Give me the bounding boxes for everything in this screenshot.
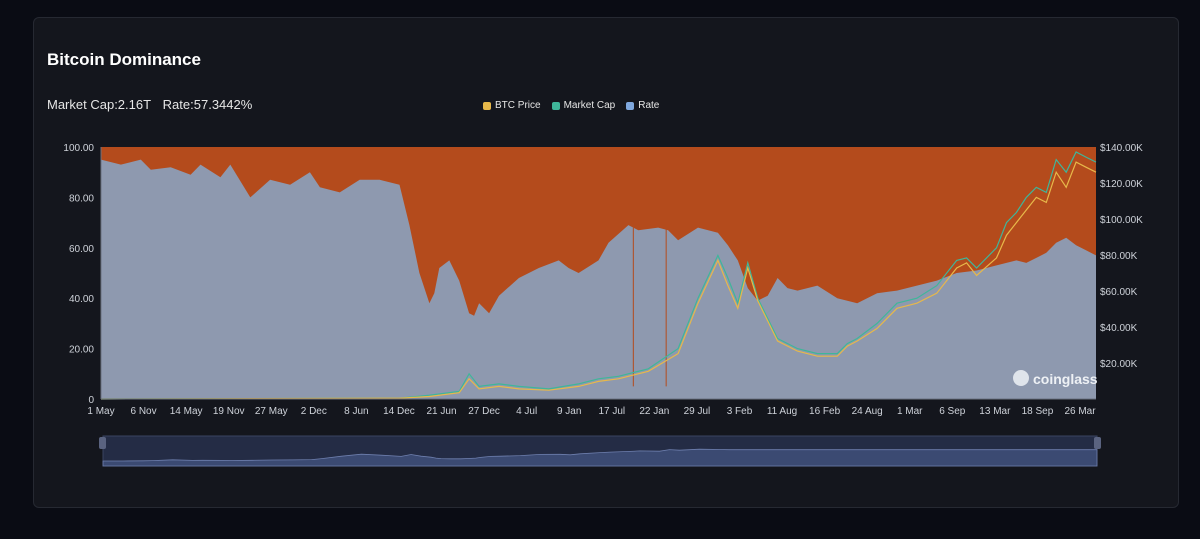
x-tick-label: 6 Sep bbox=[939, 406, 966, 417]
y-right-tick-label: $100.00K bbox=[1100, 215, 1143, 226]
page-title: Bitcoin Dominance bbox=[47, 50, 201, 69]
x-tick-label: 11 Aug bbox=[767, 406, 797, 417]
x-tick-label: 1 May bbox=[87, 406, 114, 417]
y-left-tick-label: 60.00 bbox=[69, 244, 94, 255]
legend-item-market-cap[interactable]: Market Cap bbox=[551, 100, 616, 111]
rate-stat: Rate:57.3442% bbox=[162, 97, 253, 112]
btc-price-line bbox=[100, 161, 1097, 400]
y-right-tick-label: $120.00K bbox=[1100, 179, 1143, 190]
coinglass-logo-icon bbox=[1013, 370, 1029, 386]
btc-price-swatch bbox=[483, 101, 491, 110]
rate-area bbox=[101, 159, 1096, 399]
legend-item-rate[interactable]: Rate bbox=[626, 100, 659, 111]
y-right-tick-label: $80.00K bbox=[1100, 251, 1138, 262]
x-tick-label: 9 Jan bbox=[557, 406, 581, 417]
y-right-tick-label: $140.00K bbox=[1100, 143, 1143, 154]
legend-item-btc-price[interactable]: BTC Price bbox=[483, 100, 541, 111]
x-tick-label: 1 Mar bbox=[897, 406, 923, 417]
chart-legend: BTC Price Market Cap Rate bbox=[483, 100, 659, 111]
x-tick-label: 26 Mar bbox=[1064, 406, 1096, 417]
y-right-tick-label: $20.00K bbox=[1100, 359, 1138, 370]
x-tick-label: 16 Feb bbox=[809, 406, 841, 417]
x-tick-label: 3 Feb bbox=[727, 406, 753, 417]
summary-stats: Market Cap:2.16T Rate:57.3442% bbox=[47, 97, 260, 112]
x-tick-label: 6 Nov bbox=[131, 406, 157, 417]
x-tick-label: 4 Jul bbox=[516, 406, 537, 417]
y-right-tick-label: $60.00K bbox=[1100, 287, 1138, 298]
x-tick-label: 27 May bbox=[255, 406, 288, 417]
x-tick-label: 21 Jun bbox=[427, 406, 457, 417]
y-left-tick-label: 0 bbox=[88, 395, 94, 406]
x-tick-label: 17 Jul bbox=[598, 406, 625, 417]
x-tick-label: 14 Dec bbox=[383, 406, 415, 417]
y-left-tick-label: 100.00 bbox=[63, 143, 94, 154]
x-tick-label: 8 Jun bbox=[344, 406, 368, 417]
y-left-tick-label: 80.00 bbox=[69, 193, 94, 204]
x-tick-label: 22 Jan bbox=[639, 406, 669, 417]
navigator-right-handle[interactable] bbox=[1094, 437, 1101, 449]
navigator-left-handle[interactable] bbox=[99, 437, 106, 449]
market-cap-line bbox=[100, 151, 1097, 400]
legend-label-btc-price: BTC Price bbox=[495, 100, 541, 111]
x-tick-label: 24 Aug bbox=[852, 406, 883, 417]
x-tick-label: 19 Nov bbox=[213, 406, 245, 417]
y-left-tick-label: 40.00 bbox=[69, 294, 94, 305]
rate-swatch bbox=[626, 101, 635, 110]
navigator-area bbox=[102, 448, 1098, 467]
legend-label-rate: Rate bbox=[638, 100, 660, 111]
x-tick-label: 18 Sep bbox=[1022, 406, 1054, 417]
x-tick-label: 29 Jul bbox=[684, 406, 711, 417]
range-navigator bbox=[99, 435, 1101, 467]
x-tick-label: 2 Dec bbox=[301, 406, 327, 417]
market-cap-swatch bbox=[551, 101, 560, 110]
x-tick-label: 13 Mar bbox=[979, 406, 1011, 417]
y-left-tick-label: 20.00 bbox=[69, 345, 94, 356]
y-right-tick-label: $40.00K bbox=[1100, 323, 1138, 334]
market-cap-stat: Market Cap:2.16T bbox=[47, 97, 152, 112]
legend-label-market-cap: Market Cap bbox=[563, 100, 616, 111]
coinglass-watermark: coinglass bbox=[1013, 370, 1098, 387]
x-tick-label: 14 May bbox=[170, 406, 203, 417]
coinglass-watermark-text: coinglass bbox=[1033, 371, 1098, 387]
x-tick-label: 27 Dec bbox=[468, 406, 500, 417]
